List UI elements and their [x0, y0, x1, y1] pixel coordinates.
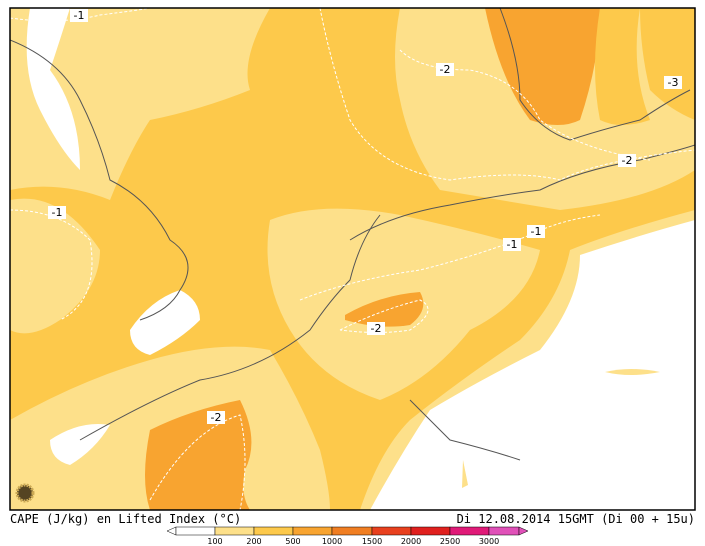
colorbar [166, 526, 529, 536]
colorbar-label: 1000 [322, 537, 342, 546]
colorbar-label: 200 [246, 537, 261, 546]
contour-labels: -1 -2 -3 -2 -1 -1 -1 -2 -2 [48, 9, 682, 424]
contour-label: -1 [52, 206, 63, 219]
colorbar-label: 2500 [440, 537, 460, 546]
caption-left: CAPE (J/kg) en Lifted Index (°C) [10, 512, 241, 526]
contour-label: -2 [371, 322, 382, 335]
colorbar-labels: 100 200 500 1000 1500 2000 2500 3000 [207, 537, 499, 546]
contour-label: -2 [440, 63, 451, 76]
colorbar-label: 1500 [362, 537, 382, 546]
contour-label: -2 [211, 411, 222, 424]
contour-label: -1 [531, 225, 542, 238]
colorbar-label: 2000 [401, 537, 421, 546]
caption-right: Di 12.08.2014 15GMT (Di 00 + 15u) [457, 512, 695, 526]
colorbar-label: 500 [285, 537, 300, 546]
contour-label: -1 [507, 238, 518, 251]
contour-label: -3 [668, 76, 679, 89]
contour-label: -1 [74, 9, 85, 22]
map [10, 8, 695, 510]
map-frame [9, 7, 696, 511]
colorbar-label: 100 [207, 537, 222, 546]
contour-label: -2 [622, 154, 633, 167]
colorbar-label: 3000 [479, 537, 499, 546]
